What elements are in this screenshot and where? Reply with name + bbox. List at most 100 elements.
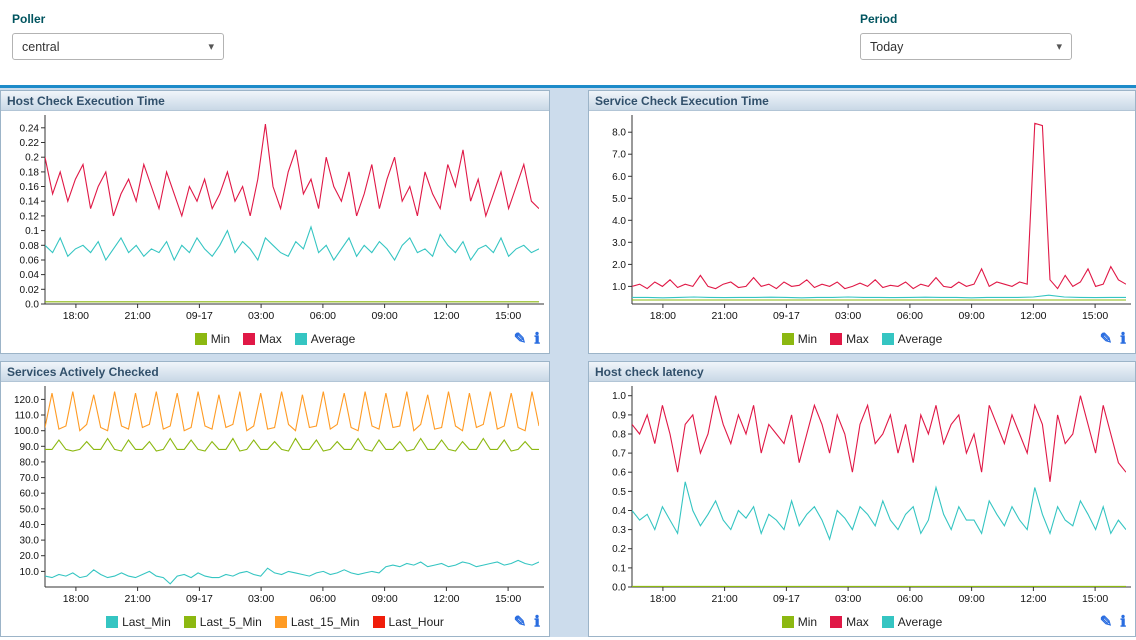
- legend-label: Max: [846, 332, 869, 346]
- info-icon[interactable]: ℹ: [534, 613, 540, 631]
- svg-text:0.4: 0.4: [612, 506, 626, 517]
- legend-swatch: [372, 616, 385, 628]
- svg-text:0.02: 0.02: [20, 285, 40, 296]
- svg-text:0.18: 0.18: [20, 167, 40, 178]
- svg-text:80.0: 80.0: [20, 457, 40, 468]
- period-filter: Period Today ▾: [860, 12, 1072, 85]
- panel-footer: Min Max Average ✎ ℹ: [1, 325, 549, 353]
- svg-text:06:00: 06:00: [310, 593, 336, 605]
- svg-text:18:00: 18:00: [63, 310, 89, 322]
- svg-text:70.0: 70.0: [20, 473, 40, 484]
- svg-text:3.0: 3.0: [612, 238, 626, 249]
- svg-text:03:00: 03:00: [835, 593, 861, 605]
- legend-item-average: Average: [881, 332, 942, 346]
- edit-graph-icon[interactable]: ✎: [513, 613, 527, 631]
- svg-text:12:00: 12:00: [433, 593, 459, 605]
- svg-text:60.0: 60.0: [20, 489, 40, 500]
- svg-text:15:00: 15:00: [1082, 310, 1108, 322]
- svg-text:18:00: 18:00: [650, 310, 676, 322]
- svg-text:12:00: 12:00: [433, 310, 459, 322]
- svg-text:0.12: 0.12: [20, 211, 40, 222]
- svg-text:0.08: 0.08: [20, 241, 40, 252]
- svg-text:0.1: 0.1: [612, 563, 626, 574]
- svg-text:15:00: 15:00: [1082, 593, 1108, 605]
- svg-text:0.2: 0.2: [612, 544, 626, 555]
- svg-text:09-17: 09-17: [186, 593, 213, 605]
- panel-services-actively-checked: Services Actively Checked 10.0 20.0 30.0 40…: [0, 361, 550, 637]
- svg-text:8.0: 8.0: [612, 128, 626, 139]
- panel-actions: ✎ ℹ: [514, 332, 540, 347]
- legend-item-max: Max: [830, 332, 869, 346]
- svg-text:0.24: 0.24: [20, 123, 40, 134]
- svg-text:21:00: 21:00: [124, 593, 150, 605]
- svg-text:06:00: 06:00: [897, 310, 923, 322]
- chart-legend: Last_Min Last_5_Min Last_15_Min Last_Hour: [106, 615, 444, 629]
- chart-legend: Min Max Average: [781, 615, 942, 629]
- chart-legend: Min Max Average: [781, 332, 942, 346]
- svg-text:0.7: 0.7: [612, 449, 626, 460]
- panel-title: Service Check Execution Time: [589, 91, 1135, 111]
- edit-graph-icon[interactable]: ✎: [513, 330, 527, 348]
- legend-label: Min: [210, 332, 231, 346]
- svg-text:21:00: 21:00: [124, 310, 150, 322]
- legend-label: Last_Min: [122, 615, 171, 629]
- host-check-latency-chart: 0.0 0.1 0.2 0.3 0.4 0.5 0.6 0.7 0.8 0.9 1.0 18:00 21…: [612, 386, 1131, 605]
- svg-text:0.0: 0.0: [25, 300, 39, 311]
- legend-item-last-15-min: Last_15_Min: [274, 615, 360, 629]
- svg-text:30.0: 30.0: [20, 536, 40, 547]
- legend-label: Min: [797, 332, 818, 346]
- svg-text:7.0: 7.0: [612, 150, 626, 161]
- svg-text:21:00: 21:00: [711, 310, 737, 322]
- legend-swatch: [830, 616, 843, 628]
- legend-swatch: [781, 616, 794, 628]
- svg-text:12:00: 12:00: [1020, 310, 1046, 322]
- info-icon[interactable]: ℹ: [1120, 613, 1126, 631]
- svg-text:0.3: 0.3: [612, 525, 626, 536]
- panel-title: Host Check Execution Time: [1, 91, 549, 111]
- svg-text:1.0: 1.0: [612, 391, 626, 402]
- svg-text:09:00: 09:00: [958, 310, 984, 322]
- panel-footer: Last_Min Last_5_Min Last_15_Min Last_Hour ✎…: [1, 608, 549, 636]
- panel-footer: Min Max Average ✎ ℹ: [589, 608, 1135, 636]
- svg-text:1.0: 1.0: [612, 282, 626, 293]
- svg-text:18:00: 18:00: [650, 593, 676, 605]
- edit-graph-icon[interactable]: ✎: [1099, 613, 1113, 631]
- period-select[interactable]: Today ▾: [860, 33, 1072, 60]
- svg-text:120.0: 120.0: [14, 395, 39, 406]
- svg-text:09-17: 09-17: [773, 310, 800, 322]
- legend-swatch: [881, 616, 894, 628]
- poller-select[interactable]: central ▾: [12, 33, 224, 60]
- panel-actions: ✎ ℹ: [514, 615, 540, 630]
- legend-swatch: [830, 333, 843, 345]
- legend-item-min: Min: [781, 615, 818, 629]
- legend-swatch: [183, 616, 196, 628]
- legend-label: Average: [310, 332, 356, 346]
- svg-text:20.0: 20.0: [20, 551, 40, 562]
- chart-legend: Min Max Average: [194, 332, 356, 346]
- panel-host-check-execution-time: Host Check Execution Time 0.0 0.02 0.04 0.0…: [0, 90, 550, 354]
- services-actively-checked-chart: 10.0 20.0 30.0 40.0 50.0 60.0 70.0 80.0 90.0 100.…: [14, 386, 544, 605]
- svg-text:50.0: 50.0: [20, 504, 40, 515]
- panel-actions: ✎ ℹ: [1100, 332, 1126, 347]
- svg-text:110.0: 110.0: [15, 411, 40, 422]
- svg-text:09:00: 09:00: [371, 593, 397, 605]
- svg-text:09-17: 09-17: [773, 593, 800, 605]
- panel-title: Host check latency: [589, 362, 1135, 382]
- legend-swatch: [106, 616, 119, 628]
- svg-text:90.0: 90.0: [20, 442, 40, 453]
- svg-text:0.14: 0.14: [20, 197, 40, 208]
- svg-text:2.0: 2.0: [612, 260, 626, 271]
- legend-item-min: Min: [781, 332, 818, 346]
- chevron-down-icon: ▾: [208, 41, 214, 53]
- legend-label: Min: [797, 615, 818, 629]
- svg-text:100.0: 100.0: [14, 426, 39, 437]
- legend-item-max: Max: [830, 615, 869, 629]
- info-icon[interactable]: ℹ: [1120, 330, 1126, 348]
- edit-graph-icon[interactable]: ✎: [1099, 330, 1113, 348]
- svg-text:06:00: 06:00: [897, 593, 923, 605]
- info-icon[interactable]: ℹ: [534, 330, 540, 348]
- panel-actions: ✎ ℹ: [1100, 615, 1126, 630]
- filter-bar: Poller central ▾ Period Today ▾: [0, 0, 1136, 88]
- svg-text:12:00: 12:00: [1020, 593, 1046, 605]
- svg-text:06:00: 06:00: [310, 310, 336, 322]
